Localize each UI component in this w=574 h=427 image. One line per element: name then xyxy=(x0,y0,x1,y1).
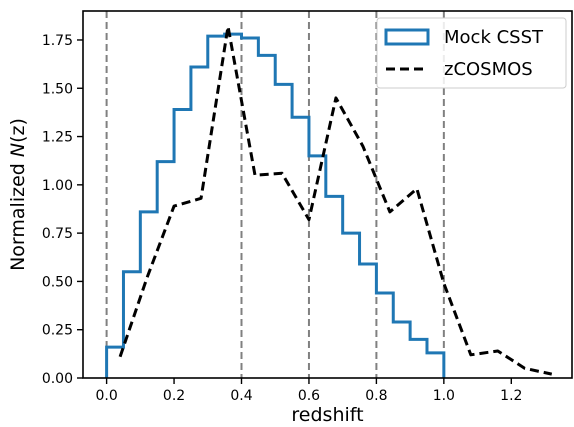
line-point xyxy=(550,373,553,376)
legend: Mock CSST zCOSMOS xyxy=(376,17,567,89)
line-point xyxy=(200,197,203,200)
legend-swatch-mock-csst xyxy=(384,28,430,46)
line-point xyxy=(253,174,256,177)
y-axis-label: Normalized N(z) xyxy=(7,118,29,271)
y-tick-label: 1.75 xyxy=(42,33,73,49)
histogram-bin xyxy=(275,84,292,378)
histogram-mock-csst xyxy=(105,32,446,378)
x-tick-label: 0.2 xyxy=(163,388,185,404)
y-tick-label: 0.00 xyxy=(42,371,73,387)
line-point xyxy=(307,218,310,221)
histogram-bin xyxy=(427,353,444,378)
histogram-bin xyxy=(208,36,225,378)
line-point xyxy=(469,353,472,356)
y-tick-label: 0.25 xyxy=(42,323,73,339)
line-point xyxy=(227,25,230,28)
line-point xyxy=(496,349,499,352)
line-point xyxy=(388,210,391,213)
histogram-bin xyxy=(343,233,360,378)
y-tick-label: 0.50 xyxy=(42,274,73,290)
line-point xyxy=(280,172,283,175)
line-point xyxy=(361,145,364,148)
histogram-layer xyxy=(105,32,446,378)
histogram-bin xyxy=(242,38,259,378)
line-point xyxy=(334,96,337,99)
legend-label-zcosmos: zCOSMOS xyxy=(444,59,533,80)
x-axis-label: redshift xyxy=(291,404,363,426)
plot-frame xyxy=(82,10,573,379)
x-tick-label: 0.0 xyxy=(95,388,117,404)
x-tick-label: 1.0 xyxy=(433,388,455,404)
line-point xyxy=(523,367,526,370)
histogram-bin xyxy=(393,322,410,378)
x-tick-label: 0.4 xyxy=(230,388,252,404)
histogram-bin xyxy=(360,264,377,378)
y-axis-ticks: 0.00 0.25 0.50 0.75 1.00 1.25 1.50 1.75 xyxy=(42,33,83,387)
line-zcosmos xyxy=(118,24,553,376)
histogram-bin xyxy=(292,117,309,378)
histogram-bin xyxy=(174,110,191,378)
histogram-bin xyxy=(140,212,157,378)
histogram-bin xyxy=(258,55,275,378)
y-tick-label: 1.50 xyxy=(42,81,73,97)
line-layer xyxy=(118,24,553,376)
histogram-bin xyxy=(191,67,208,378)
y-tick-label: 0.75 xyxy=(42,226,73,242)
y-axis-label-prefix: Normalized xyxy=(7,157,29,271)
line-point xyxy=(119,355,122,358)
y-axis-label-variable: N xyxy=(7,143,29,157)
line-point xyxy=(415,187,418,190)
y-axis-label-argument: (z) xyxy=(7,118,29,143)
x-tick-label: 0.6 xyxy=(298,388,320,404)
x-tick-label: 0.8 xyxy=(365,388,387,404)
line-point xyxy=(146,276,149,279)
line-point xyxy=(173,205,176,208)
y-tick-label: 1.25 xyxy=(42,130,73,146)
y-tick-label: 1.00 xyxy=(42,178,73,194)
histogram-bin xyxy=(326,196,343,378)
legend-box xyxy=(376,17,567,89)
x-axis-ticks: 0.0 0.2 0.4 0.6 0.8 1.0 1.2 xyxy=(95,378,522,404)
x-tick-label: 1.2 xyxy=(500,388,522,404)
legend-label-mock-csst: Mock CSST xyxy=(444,27,544,48)
histogram-bin xyxy=(376,293,393,378)
histogram-bin xyxy=(410,339,427,378)
line-point xyxy=(442,282,445,285)
histogram-bin xyxy=(157,162,174,378)
histogram-bin xyxy=(309,156,326,378)
